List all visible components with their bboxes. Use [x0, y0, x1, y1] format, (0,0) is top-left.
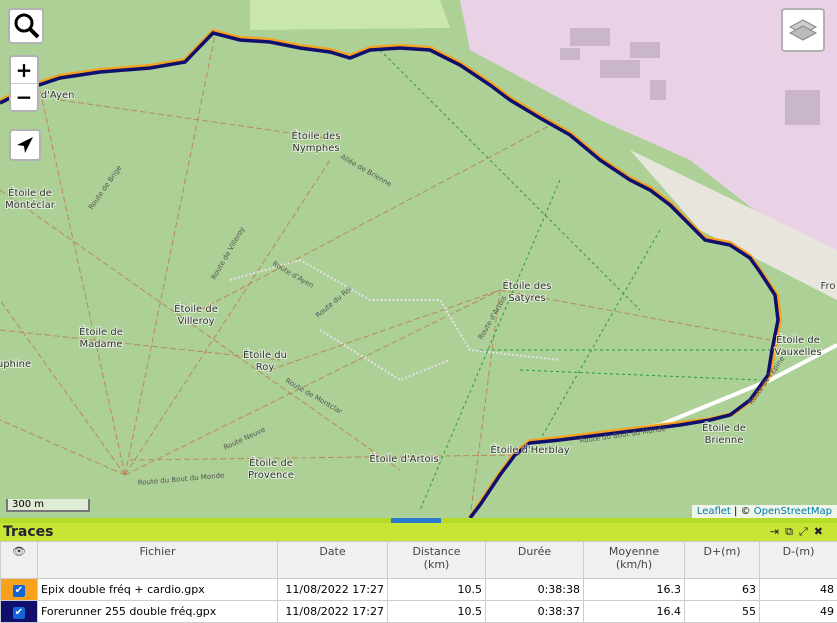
cell: 0:38:37	[486, 601, 584, 623]
zoom-out[interactable]: −	[11, 84, 37, 110]
tracks	[230, 260, 560, 380]
cell: 16.4	[584, 601, 685, 623]
map[interactable]: Étoile d'Ayen Étoile des Nymphes Étoile …	[0, 0, 837, 518]
cell: 10.5	[388, 601, 486, 623]
column-header[interactable]: Durée	[486, 542, 584, 579]
place-label: Villeroy	[177, 316, 214, 327]
cell: 48	[760, 579, 837, 601]
road-label: Route du Roi	[314, 285, 353, 320]
zoom-in[interactable]: +	[11, 57, 37, 84]
osm-link[interactable]: OpenStreetMap	[754, 506, 832, 517]
header-label: Fichier	[39, 545, 276, 558]
cell: 55	[685, 601, 760, 623]
place-label: Roy	[256, 362, 275, 373]
checkbox[interactable]: ✔	[13, 607, 25, 619]
leaflet-link[interactable]: Leaflet	[697, 506, 731, 517]
place-label: Étoile de	[776, 333, 820, 346]
header-label: D+(m)	[686, 545, 758, 558]
header-label: Durée	[487, 545, 582, 558]
cell: Forerunner 255 double fréq.gpx	[38, 601, 278, 623]
panel-header: Traces ⇥⧉⤢✖	[0, 523, 837, 541]
place-label: Étoile de	[79, 325, 123, 338]
road-label: Route du Bout du Monde	[137, 471, 224, 487]
cell: 0:38:38	[486, 579, 584, 601]
place-label: uphine	[0, 359, 31, 370]
place-label: Montéclar	[5, 199, 56, 211]
layers-icon	[783, 10, 823, 50]
search-button[interactable]	[8, 8, 44, 44]
visibility-cell: ✔	[1, 601, 38, 623]
meadow	[250, 0, 450, 30]
place-label: Madame	[79, 339, 122, 350]
place-label: Fro	[820, 281, 835, 292]
locate-button[interactable]	[9, 129, 41, 161]
road-label: Route de l'Épine	[746, 354, 786, 406]
visibility-cell: ✔	[1, 579, 38, 601]
scale-bar: 300 m	[6, 499, 90, 512]
place-label: Étoile du	[243, 348, 287, 361]
zoom-control: + −	[9, 55, 39, 112]
cell: 10.5	[388, 579, 486, 601]
column-header[interactable]: Fichier	[38, 542, 278, 579]
place-label: Étoile des	[292, 129, 341, 142]
road-label: Route du Bout du Monde	[579, 425, 666, 445]
map-layer: Étoile d'Ayen Étoile des Nymphes Étoile …	[0, 0, 837, 518]
road	[560, 345, 837, 440]
cell: 16.3	[584, 579, 685, 601]
panel-title: Traces	[0, 524, 54, 540]
road-label: Allée de Brienne	[339, 153, 393, 189]
place-label: Étoile de	[702, 421, 746, 434]
header-unit: (km/h)	[585, 558, 683, 571]
attribution: Leaflet | © OpenStreetMap	[692, 505, 837, 518]
place-label: Étoile de	[174, 302, 218, 315]
road-label: Route de Brige	[87, 164, 123, 211]
place-label: Étoile d'Artois	[369, 452, 438, 465]
road-label: Route Neuve	[222, 426, 266, 452]
column-header[interactable]: Date	[278, 542, 388, 579]
place-label: Étoile d'Herblay	[490, 443, 569, 456]
road-label: Route de Villeroy	[210, 226, 247, 281]
layers-button[interactable]	[781, 8, 825, 52]
header-label: Distance	[389, 545, 484, 558]
cell: 11/08/2022 17:27	[278, 579, 388, 601]
road-label: Route d'Ayen	[271, 260, 315, 290]
visibility-header[interactable]: 👁	[1, 542, 38, 579]
cell: 11/08/2022 17:27	[278, 601, 388, 623]
column-header[interactable]: D+(m)	[685, 542, 760, 579]
place-label: Étoile de	[8, 186, 52, 199]
header-label: Moyenne	[585, 545, 683, 558]
panel-icons[interactable]: ⇥⧉⤢✖	[767, 523, 829, 541]
cell: 49	[760, 601, 837, 623]
column-header[interactable]: Moyenne(km/h)	[584, 542, 685, 579]
locate-icon	[11, 131, 39, 159]
header-unit: (km)	[389, 558, 484, 571]
road-label: Route d'Artois	[477, 294, 509, 341]
column-header[interactable]: Distance(km)	[388, 542, 486, 579]
checkbox[interactable]: ✔	[13, 585, 25, 597]
place-label: Étoile de	[249, 456, 293, 469]
place-label: Brienne	[705, 435, 744, 446]
attribution-separator: | ©	[734, 506, 751, 517]
place-label: Nymphes	[292, 143, 339, 154]
place-label: Étoile des	[503, 279, 552, 292]
header-label: Date	[279, 545, 386, 558]
column-header[interactable]: D-(m)	[760, 542, 837, 579]
header-label: D-(m)	[761, 545, 836, 558]
place-label: Satyres	[508, 293, 546, 304]
cell: 63	[685, 579, 760, 601]
cell: Epix double fréq + cardio.gpx	[38, 579, 278, 601]
search-icon	[10, 10, 42, 42]
place-label: Provence	[248, 470, 294, 481]
